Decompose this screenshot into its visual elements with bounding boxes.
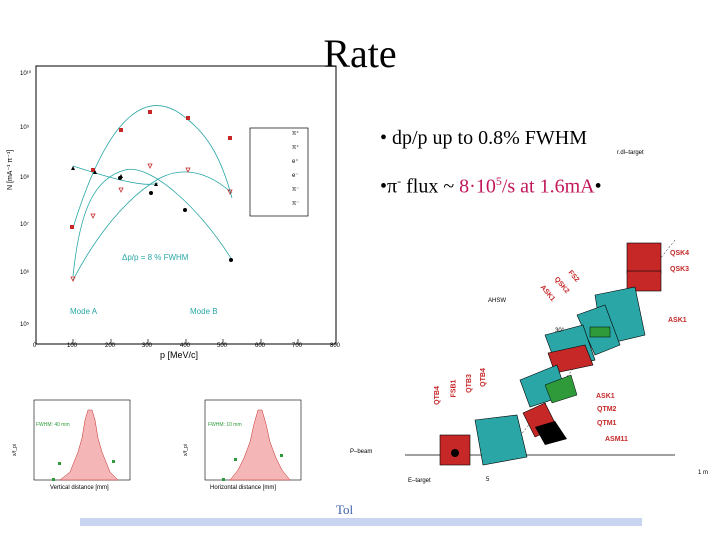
label-pbeam: P–beam — [350, 449, 373, 455]
label-target: r.dl–target — [617, 150, 644, 156]
y-tick-1e7: 10⁷ — [20, 222, 29, 228]
footer-text: Tol — [336, 502, 354, 517]
mode-b-label: Mode B — [190, 307, 218, 316]
markers-pos-pion — [70, 110, 232, 229]
mode-a-label: Mode A — [70, 307, 98, 316]
rate-plot-legend — [249, 127, 309, 217]
footer-bar — [80, 518, 642, 526]
label-angle: 30° — [555, 328, 565, 334]
x-tick-500: 500 — [217, 343, 228, 349]
magnet-asm1 — [474, 414, 528, 466]
label-qtb3: QTB3 — [465, 374, 473, 393]
magnet-qsk4 — [626, 242, 662, 274]
hist-left-fwhm: FWHM: 40 mm — [36, 422, 70, 428]
markers-neg-pion — [70, 163, 233, 282]
label-qtb4: QTB4 — [433, 386, 441, 405]
x-tick-0: 0 — [33, 343, 37, 349]
curve-pos-pion — [72, 105, 233, 229]
x-tick-400: 400 — [180, 343, 191, 349]
label-asm11: ASM11 — [605, 436, 628, 443]
y-tick-1e6: 10⁶ — [20, 270, 30, 276]
curve-positron — [72, 165, 159, 185]
y-tick-1e9: 10⁹ — [20, 125, 30, 131]
curve-electron — [72, 168, 233, 277]
hist-right-xlabel: Horizontal distance [mm] — [210, 485, 277, 491]
hist-right-fwhm: FWHM: 10 mm — [208, 422, 242, 428]
curve-neg-pion — [72, 171, 233, 281]
collimator-black — [535, 421, 567, 445]
label-qtm2: QTM2 — [597, 406, 617, 413]
legend-item-3: e⁺ — [292, 159, 299, 165]
hist-left-ylabel: x/f_pi — [12, 444, 18, 456]
histograms — [33, 399, 302, 481]
label-fsb1: FSB1 — [450, 379, 458, 398]
rate-plot — [35, 65, 337, 345]
x-tick-800: 800 — [330, 343, 341, 349]
bullet-prefix: •π — [380, 175, 398, 198]
rate-plot-annotation: Δp/p = 8 % FWHM — [122, 253, 189, 262]
label-qtm1: QTM1 — [597, 420, 617, 427]
bullet-momentum-spread: • dp/p up to 0.8% FWHM — [380, 127, 588, 149]
flux-exponent: 5 — [495, 174, 502, 188]
label-ahsw: AHSW — [488, 298, 506, 304]
legend-item-4: e⁻ — [292, 173, 299, 179]
flux-value: 8·10 — [459, 175, 496, 198]
x-tick-100: 100 — [67, 343, 78, 349]
hist-right — [204, 399, 302, 481]
x-tick-200: 200 — [105, 343, 116, 349]
beamline-schematic — [405, 239, 676, 466]
slit-green-2 — [544, 374, 578, 404]
bullet-sup: - — [397, 174, 402, 188]
bullet-mid: flux ~ — [401, 175, 460, 198]
label-qsk4: QSK4 — [670, 250, 690, 257]
rate-plot-x-ticks — [35, 339, 337, 344]
y-tick-1e10: 10¹⁰ — [20, 71, 32, 77]
label-ask1: ASK1 — [668, 317, 687, 324]
legend-item-5: π⁻ — [292, 187, 300, 193]
legend-item-2: π⁺ — [292, 145, 300, 151]
y-tick-1e5: 10⁵ — [20, 322, 30, 328]
x-tick-600: 600 — [255, 343, 266, 349]
label-scale: 1 m — [698, 470, 709, 476]
x-tick-300: 300 — [142, 343, 153, 349]
bullet-pion-flux: •π- flux ~ 8·105/s at 1.6mA• — [380, 174, 602, 199]
y-tick-1e8: 10⁸ — [20, 175, 30, 181]
rate-plot-ylabel: N [mA⁻¹ π⁻¹] — [7, 149, 14, 190]
hist-left — [33, 399, 131, 481]
flux-unit: /s at 1.6mA — [501, 175, 595, 198]
label-ask1c: ASK1 — [596, 393, 615, 400]
slit-green — [589, 326, 611, 338]
markers-electron — [118, 176, 233, 262]
hist-left-xlabel: Vertical distance [mm] — [50, 485, 109, 491]
x-tick-700: 700 — [292, 343, 303, 349]
magnet-qsk3 — [626, 270, 662, 292]
legend-item-1: π⁺ — [292, 131, 300, 137]
hist-right-ylabel: x/f_pi — [183, 444, 189, 456]
target-e — [451, 449, 459, 457]
rate-plot-xlabel: p [MeV/c] — [160, 350, 199, 360]
legend-item-6: π⁻ — [292, 201, 300, 207]
markers-positron — [71, 166, 158, 186]
label-s: 5 — [486, 477, 490, 483]
label-qtb4b: QTB4 — [479, 368, 487, 387]
bullet-end: • — [594, 175, 602, 198]
magnet-qtb4 — [547, 344, 594, 374]
label-qsk3: QSK3 — [670, 266, 690, 273]
label-etarget: E–target — [408, 478, 431, 484]
